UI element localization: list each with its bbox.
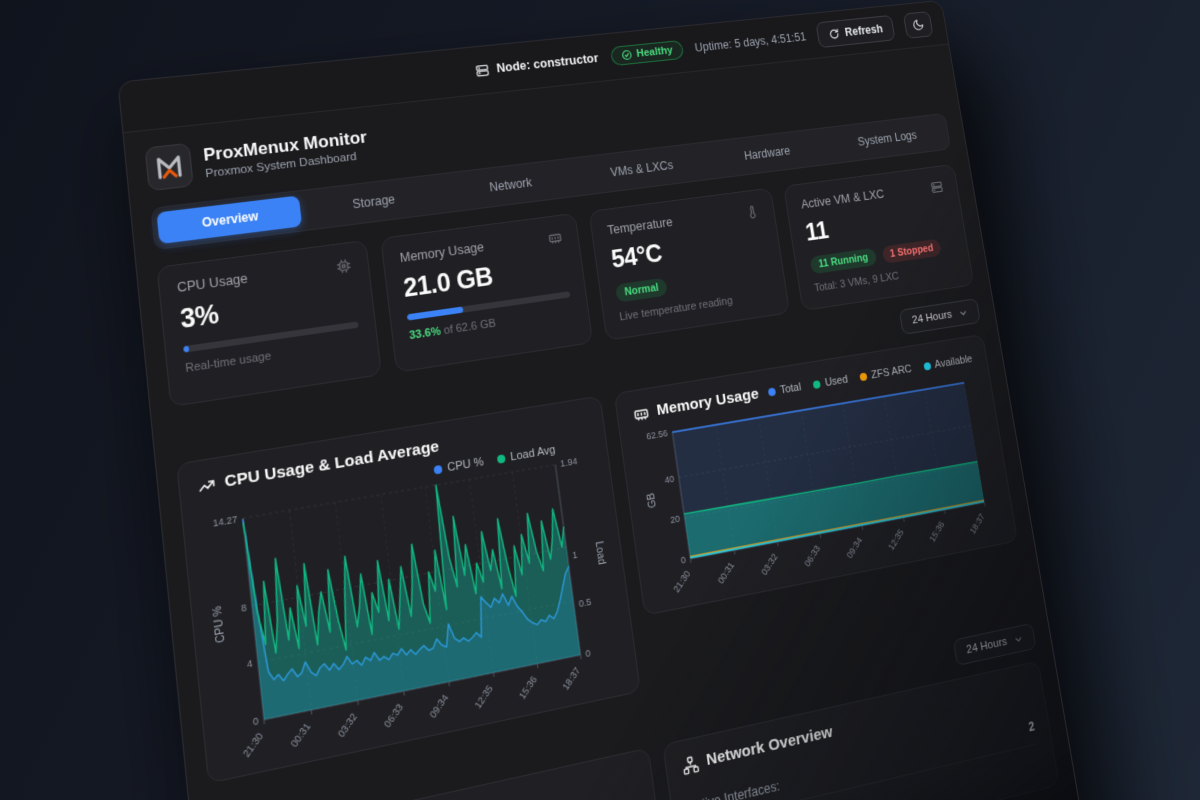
dashboard-panel: Node: constructor Healthy Uptime: 5 days…: [117, 0, 1104, 800]
memory-progress-fill: [406, 306, 464, 321]
server-icon: [475, 62, 491, 78]
svg-text:12:35: 12:35: [886, 527, 905, 552]
svg-text:21:30: 21:30: [671, 569, 692, 595]
active-vm-lxc-card: Active VM & LXC 11 11 Running 1 Stopped …: [783, 163, 975, 312]
time-range-select-top[interactable]: 24 Hours: [899, 298, 981, 335]
svg-text:15:36: 15:36: [928, 519, 947, 543]
svg-text:09:34: 09:34: [428, 692, 451, 719]
node-label: Node: constructor: [495, 51, 600, 76]
svg-text:03:32: 03:32: [336, 711, 360, 739]
node-indicator: Node: constructor: [475, 51, 600, 78]
active-interfaces-value: 2: [1027, 718, 1036, 735]
time-range-select-bottom[interactable]: 24 Hours: [953, 622, 1037, 666]
svg-text:8: 8: [240, 601, 247, 613]
cpu-card-label: CPU Usage: [176, 271, 249, 296]
temperature-card-label: Temperature: [606, 215, 674, 238]
svg-text:62.56: 62.56: [646, 428, 669, 442]
tab-system-logs[interactable]: System Logs: [856, 128, 918, 149]
memory-chart-card: Memory Usage Total Used ZFS ARC Availabl…: [613, 333, 1019, 616]
svg-text:03:32: 03:32: [759, 552, 779, 577]
svg-text:40: 40: [664, 473, 675, 485]
svg-text:09:34: 09:34: [845, 535, 864, 560]
svg-text:15:36: 15:36: [517, 674, 539, 701]
proxmenux-m-icon: [154, 152, 185, 182]
svg-text:00:31: 00:31: [288, 721, 312, 749]
svg-text:1.94: 1.94: [560, 456, 579, 469]
cpu-load-chart-card: CPU Usage & Load Average CPU % Load Avg …: [176, 395, 641, 784]
svg-text:00:31: 00:31: [716, 560, 736, 585]
tab-hardware[interactable]: Hardware: [743, 143, 792, 163]
svg-text:0: 0: [252, 715, 259, 728]
svg-text:GB: GB: [646, 491, 659, 508]
memory-chart: 0 20 40 62.56 21:30 00:31 03:32 06:33 09:34 12:35…: [635, 373, 1002, 603]
svg-text:0: 0: [680, 554, 686, 565]
check-circle-icon: [620, 49, 633, 61]
memory-card-label: Memory Usage: [399, 239, 485, 266]
health-badge: Healthy: [609, 39, 684, 67]
tab-storage[interactable]: Storage: [351, 192, 396, 212]
svg-text:20: 20: [670, 514, 681, 526]
cpu-usage-card: CPU Usage 3% Real-time usage: [156, 239, 383, 408]
svg-text:1: 1: [572, 549, 578, 561]
chevron-down-icon: [958, 307, 969, 319]
svg-text:06:33: 06:33: [382, 702, 405, 730]
temperature-status-badge: Normal: [615, 277, 669, 303]
svg-text:4: 4: [246, 658, 253, 671]
refresh-icon: [828, 27, 841, 40]
svg-text:14.27: 14.27: [212, 514, 238, 529]
memory-chart-icon: [632, 404, 650, 424]
legend-total: Total: [767, 381, 802, 398]
thermometer-icon: [745, 204, 761, 220]
vm-stopped-badge: 1 Stopped: [881, 238, 943, 264]
uptime-text: Uptime: 5 days, 4:51:51: [694, 30, 807, 55]
svg-text:18:37: 18:37: [560, 665, 582, 692]
svg-text:06:33: 06:33: [802, 543, 822, 568]
tab-network[interactable]: Network: [488, 175, 533, 195]
temperature-card: Temperature 54°C Normal Live temperature…: [588, 187, 791, 341]
chevron-down-icon: [1013, 633, 1024, 646]
svg-text:0: 0: [585, 647, 591, 659]
memory-icon: [547, 230, 563, 247]
vm-running-badge: 11 Running: [809, 247, 878, 275]
svg-text:0.5: 0.5: [578, 596, 592, 609]
vm-card-label: Active VM & LXC: [800, 187, 886, 212]
tab-overview[interactable]: Overview: [156, 195, 303, 245]
cpu-load-chart: 0 4 8 14.27 21:30 00:31 03:32 06:33 09:34 12:35 15…: [200, 450, 623, 769]
legend-zfs-arc: ZFS ARC: [859, 363, 913, 383]
cpu-progress-fill: [183, 345, 190, 353]
svg-text:12:35: 12:35: [472, 683, 495, 710]
memory-usage-card: Memory Usage 21.0 GB 33.6% of 62.6 GB: [380, 212, 594, 373]
theme-toggle-button[interactable]: [902, 11, 934, 39]
network-icon: [681, 754, 700, 776]
svg-text:CPU %: CPU %: [212, 605, 228, 644]
cpu-icon: [335, 257, 352, 274]
svg-text:18:37: 18:37: [968, 512, 986, 536]
tab-vms-lxcs[interactable]: VMs & LXCs: [609, 158, 674, 180]
trending-up-icon: [196, 475, 216, 497]
svg-text:21:30: 21:30: [241, 731, 266, 759]
refresh-button[interactable]: Refresh: [815, 14, 896, 49]
charts-row: CPU Usage & Load Average CPU % Load Avg …: [176, 333, 1030, 784]
server-stack-icon: [929, 179, 944, 194]
moon-icon: [911, 18, 925, 32]
app-logo: [144, 142, 194, 192]
dashboard-window: Node: constructor Healthy Uptime: 5 days…: [117, 0, 1104, 800]
svg-text:Load: Load: [593, 540, 607, 565]
legend-used: Used: [812, 374, 849, 391]
legend-available: Available: [922, 353, 973, 372]
